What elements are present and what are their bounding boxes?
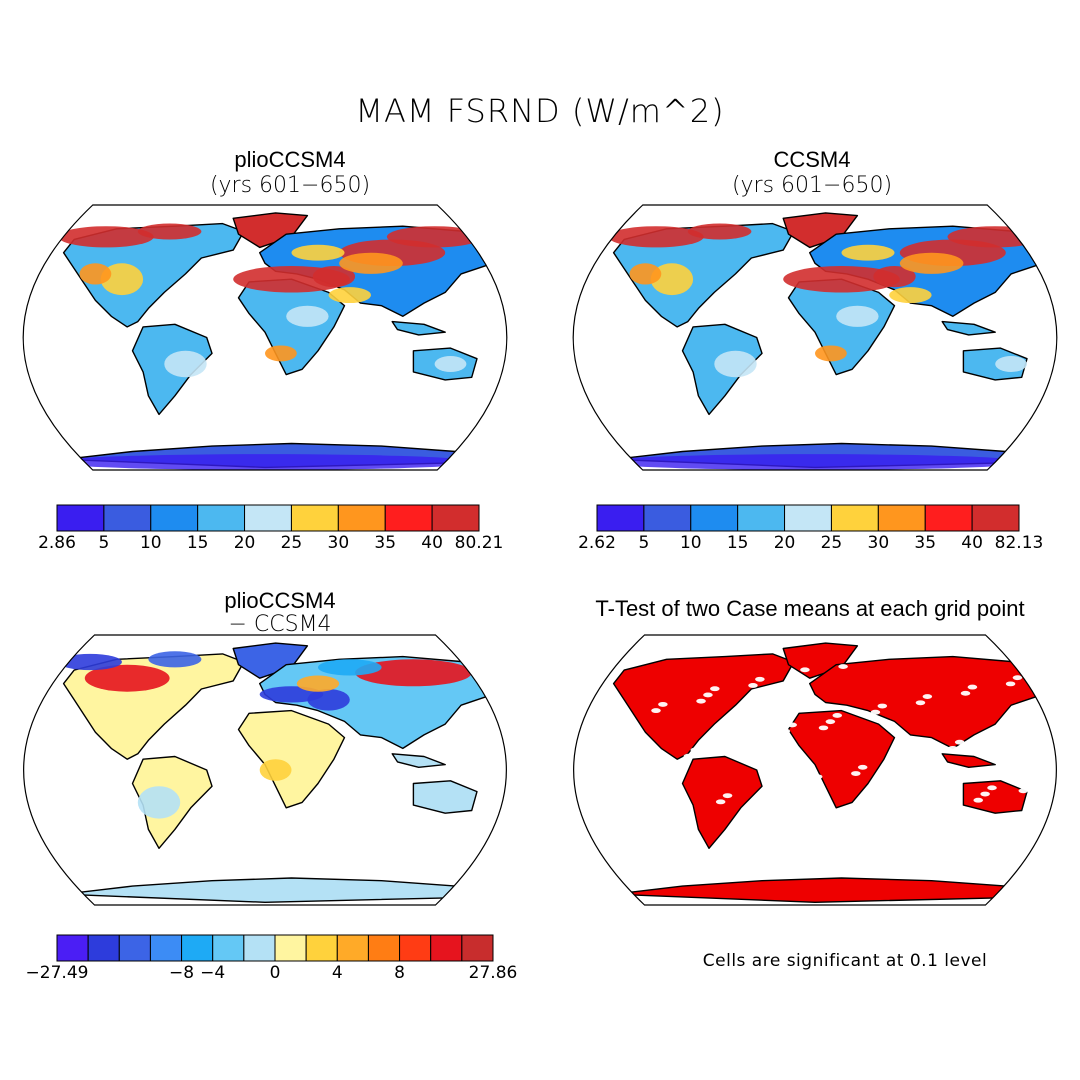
colorbar-tick-label: 25 <box>820 533 843 553</box>
colorbar-tick-label: 15 <box>186 533 209 553</box>
colorbar-swatch <box>103 504 152 532</box>
colorbar-tick-label: 15 <box>726 533 749 553</box>
colorbar-swatch <box>244 504 292 532</box>
colorbar-tick-label: 0 <box>269 963 281 983</box>
colorbar-tick-label: 2.86 <box>38 533 76 553</box>
colorbar-tick-label: 27.86 <box>468 963 518 983</box>
colorbar-swatch <box>596 504 645 532</box>
colorbar-swatch <box>690 504 739 532</box>
colorbar-swatch <box>399 934 432 962</box>
colorbar-swatch <box>430 934 463 962</box>
colorbar-swatch <box>737 504 786 532</box>
panel-title-plio: plioCCSM4 <box>234 147 346 172</box>
colorbar-tick-label: −27.49 <box>25 963 89 983</box>
colorbar-swatch <box>367 934 401 962</box>
colorbar-swatch <box>830 504 879 532</box>
colorbar-tick-label: 30 <box>867 533 890 553</box>
colorbar-tick-label: 40 <box>421 533 443 553</box>
colorbar-swatch <box>150 504 199 532</box>
colorbar-swatch <box>877 504 926 532</box>
colorbar-tick-label: −4 <box>200 963 226 983</box>
panel-subtitle-plio: (yrs 601−650) <box>209 173 371 198</box>
panel-subtitle-ccsm4: (yrs 601−650) <box>731 173 893 198</box>
colorbar-tick-label: 8 <box>394 963 405 983</box>
figure-title: MAM FSRND (W/m^2) <box>355 92 725 130</box>
colorbar-tick-label: 2.62 <box>578 533 616 553</box>
colorbar-tick-label: 20 <box>233 533 256 553</box>
colorbar-swatch <box>461 934 494 962</box>
colorbar-swatch <box>305 934 338 962</box>
colorbar-tick-label: 25 <box>280 533 303 553</box>
colorbar-swatch <box>924 504 973 532</box>
colorbar-swatch <box>431 504 480 532</box>
significance-note: Cells are significant at 0.1 level <box>702 951 988 971</box>
colorbar-tick-label: 5 <box>638 533 650 553</box>
colorbar-tick-label: 40 <box>961 533 983 553</box>
colorbar-tick-label: 4 <box>331 963 343 983</box>
colorbar-tick-label: −8 <box>169 963 195 983</box>
colorbar-swatch <box>243 934 276 962</box>
colorbar-swatch <box>971 504 1020 532</box>
colorbar-swatch <box>197 504 246 532</box>
colorbar-swatch <box>274 934 307 962</box>
panel-title-ccsm4: CCSM4 <box>773 147 851 172</box>
colorbar-tick-label: 10 <box>139 533 162 553</box>
colorbar-tick-label: 80.21 <box>454 533 504 553</box>
colorbar-swatch <box>56 934 89 962</box>
colorbar-tick-label: 30 <box>327 533 350 553</box>
colorbar-swatch <box>384 504 433 532</box>
colorbar-swatch <box>87 934 120 962</box>
colorbar-tick-label: 35 <box>374 533 397 553</box>
colorbar-tick-label: 20 <box>773 533 796 553</box>
colorbar-swatch <box>149 934 183 962</box>
panel-subtitle-diff: − CCSM4 <box>228 612 332 637</box>
colorbar-tick-label: 35 <box>914 533 937 553</box>
colorbar-swatch <box>337 504 386 532</box>
colorbar-swatch <box>290 504 339 532</box>
panel-title-diff: plioCCSM4 <box>224 588 336 613</box>
colorbar-swatch <box>784 504 832 532</box>
colorbar-swatch <box>643 504 692 532</box>
colorbar-swatch <box>212 934 245 962</box>
colorbar-swatch <box>336 934 369 962</box>
colorbar-tick-label: 5 <box>98 533 110 553</box>
colorbar-swatch <box>118 934 151 962</box>
colorbar-tick-label: 10 <box>679 533 702 553</box>
panel-title-ttest: T-Test of two Case means at each grid po… <box>595 596 1025 621</box>
colorbar-tick-label: 82.13 <box>994 533 1044 553</box>
colorbar-swatch <box>56 504 105 532</box>
